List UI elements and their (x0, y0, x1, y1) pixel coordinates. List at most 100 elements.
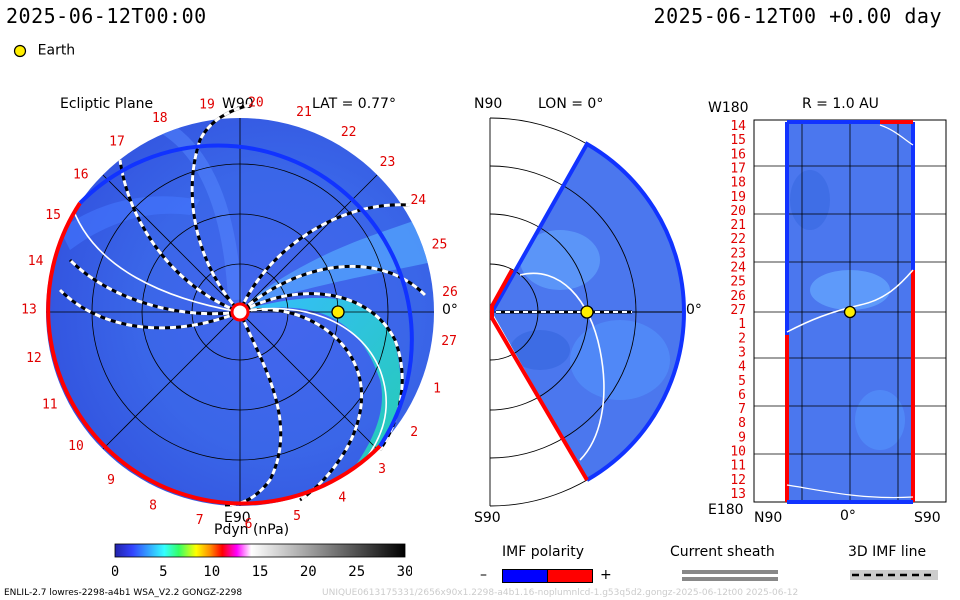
meridional-boundary-positive (490, 269, 589, 482)
carrington-label: 9 (107, 473, 115, 488)
radial-y-label: 12 (730, 473, 746, 488)
footer-right: UNIQUE0613175331/2656x90x1.2298-a4b1.16-… (322, 588, 799, 598)
carrington-label: 12 (26, 351, 42, 366)
imf-negative-swatch (502, 569, 548, 583)
earth-marker (331, 305, 345, 319)
carrington-label: 19 (199, 98, 215, 113)
radial-y-label: 10 (730, 445, 746, 460)
radial-y-label: 18 (730, 176, 746, 191)
ecliptic-right-label: 0° (442, 302, 458, 318)
carrington-label: 17 (109, 135, 125, 150)
meridional-boundary-negative (490, 141, 686, 482)
meridional-top-left: N90 (474, 96, 503, 112)
current-sheath-swatch-1 (682, 570, 778, 574)
carrington-label: 11 (42, 397, 58, 412)
radial-y-label: 21 (730, 218, 746, 233)
earth-marker-icon (13, 44, 27, 57)
radial-y-label: 16 (730, 147, 746, 162)
imf-minus: – (480, 567, 487, 583)
radial-current-sheath (786, 269, 914, 333)
radial-y-label: 6 (738, 388, 746, 403)
carrington-label: 14 (28, 254, 44, 269)
radial-earth-marker (843, 305, 857, 319)
radial-y-label: 17 (730, 162, 746, 177)
colorbar-tick: 5 (159, 564, 167, 580)
radial-top-left: W180 (708, 100, 749, 116)
radial-y-label: 20 (730, 204, 746, 219)
radial-y-label: 15 (730, 133, 746, 148)
radial-y-label: 25 (730, 275, 746, 290)
footer-left: ENLIL-2.7 lowres-2298-a4b1 WSA_V2.2 GONG… (4, 588, 243, 598)
radial-y-label: 27 (730, 303, 746, 318)
imf-3d-swatch (850, 570, 938, 580)
meridional-bottom-left: S90 (474, 510, 501, 526)
meridional-right-label: 0° (686, 302, 702, 318)
carrington-label: 6 (245, 517, 253, 532)
radial-y-label: 7 (738, 402, 746, 417)
imf-positive-swatch (547, 569, 593, 583)
radial-y-label: 26 (730, 289, 746, 304)
radial-y-label: 13 (730, 487, 746, 502)
current-sheath-swatch-2 (682, 577, 778, 581)
carrington-label: 21 (296, 105, 312, 120)
radial-y-label: 23 (730, 246, 746, 261)
ecliptic-bottom-label: E90 (224, 510, 251, 526)
radial-y-label: 3 (738, 346, 746, 361)
carrington-label: 8 (149, 498, 157, 513)
radial-y-label: 24 (730, 261, 746, 276)
radial-y-label: 5 (738, 374, 746, 389)
radial-x-label-n90: N90 (754, 510, 783, 526)
carrington-label: 7 (196, 513, 204, 528)
carrington-label: 26 (442, 285, 458, 300)
carrington-label: 20 (248, 96, 264, 111)
radial-y-label: 1 (738, 317, 746, 332)
carrington-label: 3 (378, 462, 386, 477)
radial-x-label-s90: S90 (914, 510, 941, 526)
carrington-label: 1 (433, 382, 441, 397)
carrington-label: 4 (338, 491, 346, 506)
carrington-label: 10 (68, 439, 84, 454)
imf-3d-title: 3D IMF line (848, 544, 927, 560)
colorbar-tick: 0 (112, 564, 119, 580)
radial-y-labels: 1415161718192021222324252627123456789101… (730, 119, 746, 502)
radial-y-label: 9 (738, 430, 746, 445)
right-timestamp: 2025-06-12T00 +0.00 day (653, 4, 942, 28)
radial-y-label: 14 (730, 119, 746, 134)
radial-y-label: 22 (730, 232, 746, 247)
carrington-labels: 19 20212223242526271234567891011121314151… (21, 96, 458, 532)
carrington-label: 24 (410, 193, 426, 208)
ecliptic-lat: LAT = 0.77° (312, 96, 396, 112)
colorbar-label: Pdyn (nPa) (214, 522, 290, 538)
meridional-current-sheath (519, 272, 605, 461)
colorbar-tick: 25 (348, 564, 365, 580)
carrington-label: 5 (293, 509, 301, 524)
radial-y-label: 8 (738, 416, 746, 431)
earth-legend: Earth (12, 40, 75, 59)
current-sheath-title: Current sheath (670, 544, 775, 560)
carrington-label: 15 (45, 208, 61, 223)
carrington-label: 23 (380, 155, 396, 170)
colorbar-tick: 15 (252, 564, 269, 580)
radial-title: R = 1.0 AU (802, 96, 879, 112)
carrington-label: 27 (441, 334, 457, 349)
meridional-earth-marker (580, 305, 594, 319)
colorbar-tick: 30 (397, 564, 412, 580)
ecliptic-title: Ecliptic Plane (60, 96, 154, 112)
colorbar: 0 5 10 15 20 25 30 (112, 543, 412, 580)
ecliptic-boundary-positive (46, 201, 382, 506)
ecliptic-top-label: W90 (222, 96, 254, 112)
radial-x-label-0: 0° (840, 508, 856, 524)
left-timestamp: 2025-06-12T00:00 (6, 4, 207, 28)
ecliptic-current-sheath (69, 199, 387, 461)
carrington-label: 13 (21, 302, 37, 317)
meridional-title: LON = 0° (538, 96, 604, 112)
colorbar-tick: 20 (300, 564, 317, 580)
radial-bottom-left: E180 (708, 502, 744, 518)
carrington-label: 2 (410, 425, 418, 440)
carrington-label: 25 (432, 237, 448, 252)
carrington-label: 18 (152, 111, 168, 126)
carrington-label: 22 (341, 125, 357, 140)
